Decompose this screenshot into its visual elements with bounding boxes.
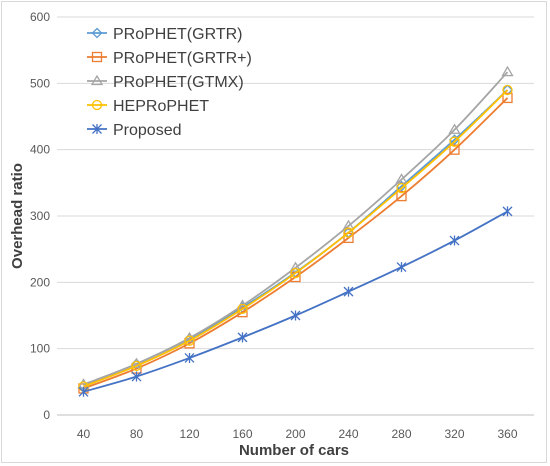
legend-label: PRoPHET(GRTR+) [113, 50, 252, 67]
data-point [502, 84, 513, 96]
legend-marker [90, 74, 104, 86]
legend-item: PRoPHET(GRTR) [87, 26, 243, 43]
data-point [343, 227, 354, 238]
series-line [83, 97, 509, 390]
data-point [396, 190, 407, 202]
legend-marker [91, 51, 103, 63]
data-point [290, 310, 301, 321]
series-4 [78, 206, 513, 397]
x-tick-label: 40 [77, 427, 91, 441]
x-tick-label: 240 [338, 427, 358, 441]
x-axis-title: Number of cars [239, 442, 349, 459]
x-tick-label: 200 [285, 427, 305, 441]
series-3 [78, 84, 513, 392]
y-tick-label: 500 [30, 76, 50, 90]
y-tick-label: 600 [30, 10, 50, 24]
data-point [290, 267, 301, 279]
data-point [501, 65, 514, 77]
data-point [502, 206, 513, 217]
data-point [396, 262, 407, 273]
legend-item: HEPRoPHET [87, 98, 209, 115]
data-point [184, 335, 195, 346]
data-point [396, 182, 407, 194]
x-tick-label: 320 [444, 427, 464, 441]
data-point [448, 123, 461, 134]
data-point [184, 352, 195, 363]
y-axis-title: Overhead ratio [9, 163, 26, 269]
legend-item: PRoPHET(GRTR+) [87, 50, 252, 67]
x-tick-label: 160 [232, 427, 252, 441]
legend-label: Proposed [113, 122, 182, 139]
data-point [130, 357, 143, 369]
y-tick-label: 400 [30, 143, 50, 157]
x-tick-label: 360 [497, 427, 517, 441]
y-tick-label: 100 [30, 342, 50, 356]
data-point [131, 360, 142, 372]
y-tick-label: 0 [43, 408, 50, 422]
y-tick-labels: 0 100 200 300 400 500 600 [30, 10, 50, 422]
legend-item: Proposed [87, 122, 182, 139]
data-point [449, 235, 460, 246]
data-point [449, 144, 460, 155]
legend-label: PRoPHET(GRTR) [113, 26, 243, 43]
data-point [289, 261, 302, 272]
y-tick-label: 200 [30, 275, 50, 289]
x-tick-label: 120 [179, 427, 199, 441]
legend-marker [91, 27, 103, 39]
data-point [237, 303, 248, 315]
data-point [78, 386, 89, 397]
data-point [131, 371, 142, 382]
data-point [237, 332, 248, 343]
x-tick-label: 280 [391, 427, 411, 441]
series-line [83, 71, 509, 386]
legend-marker [92, 124, 102, 134]
x-tick-labels: 40 80 120 160 200 240 280 320 360 [77, 427, 518, 441]
data-point [343, 286, 354, 297]
data-point [342, 219, 355, 231]
series-2 [77, 65, 514, 389]
data-point [449, 136, 460, 147]
series-line [83, 89, 509, 388]
x-tick-label: 80 [130, 427, 144, 441]
legend: PRoPHET(GRTR) PRoPHET(GRTR+) PRoPHET(GTMX)… [87, 26, 252, 139]
data-point [502, 92, 513, 104]
legend-label: PRoPHET(GTMX) [113, 74, 244, 91]
legend-label: HEPRoPHET [113, 98, 209, 115]
series-layer [77, 65, 514, 397]
legend-item: PRoPHET(GTMX) [87, 74, 244, 91]
legend-marker [91, 99, 103, 111]
y-tick-label: 300 [30, 209, 50, 223]
